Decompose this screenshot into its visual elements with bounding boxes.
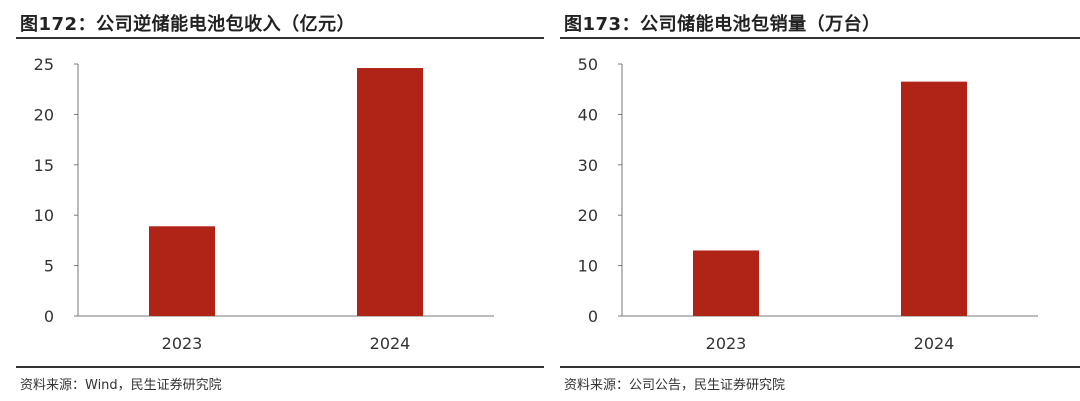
y-tick-label: 10 xyxy=(34,206,54,225)
y-tick-label: 0 xyxy=(588,307,598,326)
source-rule xyxy=(560,366,1080,368)
bar-2023 xyxy=(693,250,759,316)
y-tick-label: 25 xyxy=(34,55,54,74)
bar-2023 xyxy=(149,226,215,316)
y-tick-label: 15 xyxy=(34,156,54,175)
bar-chart-sales-volume: 0 10 20 30 40 50 2023 2024 xyxy=(578,55,1038,353)
y-tick-label: 50 xyxy=(578,55,598,74)
y-tick-label: 5 xyxy=(44,257,54,276)
x-tick-label: 2023 xyxy=(162,334,203,353)
title-rule xyxy=(16,37,544,39)
source-rule xyxy=(16,366,544,368)
bar-2024 xyxy=(357,68,423,316)
title-rule xyxy=(560,37,1080,39)
source-note: 资料来源：公司公告，民生证券研究院 xyxy=(564,378,786,393)
x-tick-label: 2024 xyxy=(914,334,955,353)
figure-panel-sales-volume: 图173：公司储能电池包销量（万台） 0 10 20 30 40 50 2023 2024 资… xyxy=(560,0,1080,401)
bar-chart-revenue: 0 5 10 15 20 25 2023 2024 xyxy=(34,55,494,353)
figure-title: 图172：公司逆储能电池包收入（亿元） xyxy=(20,14,356,35)
figure-title: 图173：公司储能电池包销量（万台） xyxy=(564,14,881,35)
figure-panel-revenue: 图172：公司逆储能电池包收入（亿元） 0 5 10 15 20 25 2023 2024 资… xyxy=(16,0,544,401)
bar-2024 xyxy=(901,81,967,316)
y-tick-label: 10 xyxy=(578,257,598,276)
y-tick-label: 40 xyxy=(578,105,598,124)
y-tick-label: 20 xyxy=(578,206,598,225)
x-tick-label: 2024 xyxy=(370,334,411,353)
y-tick-label: 0 xyxy=(44,307,54,326)
source-note: 资料来源：Wind，民生证券研究院 xyxy=(20,378,222,393)
y-tick-label: 20 xyxy=(34,105,54,124)
y-tick-label: 30 xyxy=(578,156,598,175)
x-tick-label: 2023 xyxy=(706,334,747,353)
